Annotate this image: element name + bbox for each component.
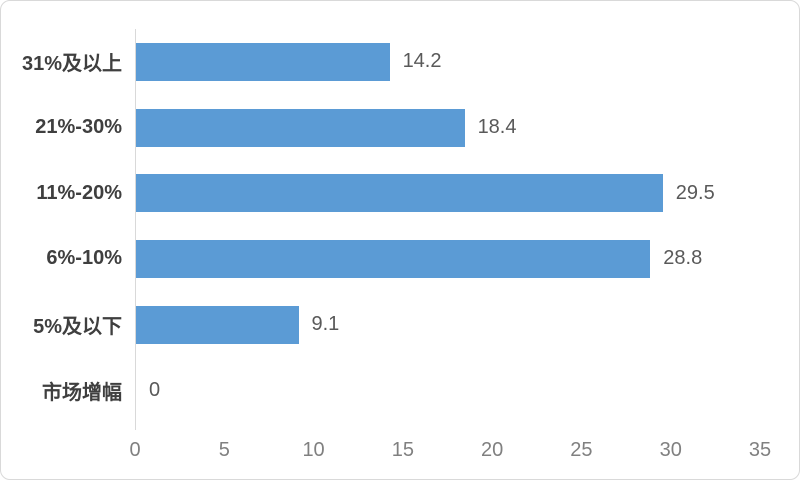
bar-zone: 0 — [135, 357, 799, 424]
bar — [136, 108, 465, 147]
chart-row: 5%及以下 9.1 — [1, 291, 799, 358]
bar — [136, 42, 390, 81]
bar-zone: 14.2 — [135, 29, 799, 95]
chart-row: 市场增幅 0 — [1, 357, 799, 424]
value-label: 18.4 — [477, 116, 517, 138]
value-label: 28.8 — [663, 247, 703, 270]
bar — [136, 174, 663, 213]
category-label: 市场增幅 — [42, 381, 122, 404]
category-label: 11%-20% — [36, 181, 122, 204]
bar — [136, 239, 651, 278]
x-tick-label: 20 — [481, 439, 504, 461]
chart-row: 6%-10% 28.8 — [1, 226, 799, 292]
category-label: 5%及以下 — [33, 316, 122, 339]
bar-zone: 18.4 — [135, 94, 799, 161]
x-tick-label: 15 — [391, 439, 414, 461]
x-tick-label: 35 — [748, 439, 772, 461]
value-label: 0 — [149, 378, 161, 401]
bar-zone: 9.1 — [135, 291, 799, 358]
value-label: 14.2 — [402, 50, 442, 73]
chart-row: 31%及以上 14.2 — [1, 29, 799, 95]
chart-row: 11%-20% 29.5 — [1, 160, 799, 227]
x-tick-label: 30 — [659, 439, 682, 461]
x-tick-label: 10 — [302, 439, 325, 461]
x-tick-label: 25 — [570, 439, 593, 461]
bar-zone: 29.5 — [135, 160, 799, 227]
value-label: 29.5 — [675, 181, 715, 204]
category-label: 31%及以上 — [21, 53, 122, 76]
value-label: 9.1 — [311, 313, 340, 336]
bar-zone: 28.8 — [135, 226, 799, 292]
x-tick-label: 0 — [129, 439, 141, 461]
x-axis: 0 5 10 15 20 25 30 35 — [1, 423, 799, 479]
bar — [136, 305, 299, 344]
category-label: 6%-10% — [46, 247, 122, 270]
chart-row: 21%-30% 18.4 — [1, 94, 799, 161]
category-label: 21%-30% — [35, 116, 122, 138]
axis-zero-tick — [135, 423, 136, 430]
x-tick-label: 5 — [218, 439, 230, 461]
bar-chart-plot-area: 31%及以上 14.2 21%-30% 18.4 11%-20% 29.5 6%… — [1, 29, 799, 424]
